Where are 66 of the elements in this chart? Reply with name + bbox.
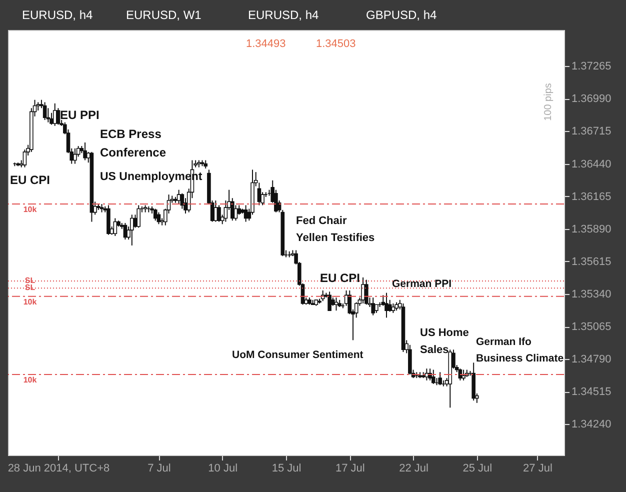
candlestick (384, 292, 388, 318)
y-tick-label: 1.36165 (572, 190, 612, 203)
candlestick (50, 112, 54, 126)
candlestick (391, 302, 396, 314)
y-tick-label: 1.35890 (572, 223, 612, 236)
candlestick (56, 108, 60, 126)
x-tick-label: 17 Jul (335, 462, 365, 474)
y-tick-label: 1.34790 (572, 354, 612, 366)
candlestick (431, 369, 436, 384)
annotation: UoM Consumer Sentiment (232, 349, 364, 361)
ref-line-label: 10k (23, 376, 38, 384)
candlestick (153, 208, 158, 222)
annotation: 1.34503 (316, 38, 356, 50)
candlestick (244, 204, 248, 222)
candlestick (176, 189, 181, 205)
x-tick-label: 22 Jul (399, 462, 428, 474)
ref-line-label: SL (24, 283, 36, 292)
annotation: EU CPI (320, 271, 360, 285)
annotation: EU PPI (60, 108, 100, 122)
x-tick-label: 27 Jul (523, 462, 552, 474)
candlestick (217, 204, 221, 222)
annotation: German PPI (392, 278, 452, 290)
candlestick (73, 148, 77, 164)
y-tick-label: 1.35065 (572, 321, 612, 334)
y-tick-label: 1.36715 (572, 126, 612, 138)
x-tick-label: 7 Jul (148, 462, 171, 474)
text: GBPUSD, h4 (366, 8, 438, 22)
x-tick-label: 15 Jul (272, 462, 302, 474)
x-tick-label: 10 Jul (208, 462, 238, 474)
annotation: 100 pips (543, 83, 554, 121)
candlestick (388, 299, 392, 312)
y-tick-label: 1.36990 (572, 93, 612, 106)
candlestick (52, 102, 57, 126)
annotation: German Ifo Business Climate (476, 336, 564, 364)
annotation: 1.34493 (246, 38, 286, 50)
candlestick (438, 372, 442, 386)
y-tick-label: 1.36440 (572, 158, 612, 170)
y-tick-label: 1.35340 (572, 288, 612, 300)
annotation: Fed Chair Yellen Testifies (296, 215, 375, 244)
candlestick (408, 344, 412, 375)
x-tick-label: 28 Jun 2014, UTC+8 (8, 462, 110, 474)
y-tick-label: 1.34515 (572, 386, 612, 398)
candlestick (371, 297, 375, 316)
candlestick (364, 279, 368, 306)
text: EURUSD, h4 (22, 8, 94, 22)
text: EURUSD, h4 (248, 8, 320, 22)
candlestick (42, 102, 47, 120)
annotation: EU CPI (10, 173, 50, 187)
candlestick (136, 204, 141, 228)
annotation: ECB Press Conference (100, 127, 166, 160)
candlestick (328, 291, 332, 312)
candlestick (462, 369, 466, 381)
ref-line-label: SL (24, 276, 36, 285)
y-tick-label: 1.37265 (572, 60, 612, 73)
ref-line-label: 10k (23, 205, 38, 214)
candlestick (22, 149, 27, 168)
x-tick-label: 25 Jul (462, 462, 492, 474)
annotation: US Home Sales (420, 327, 469, 356)
y-tick-label: 1.35615 (572, 256, 612, 268)
ref-line-label: 10k (23, 297, 38, 306)
candlestick (237, 204, 242, 216)
text: EURUSD, W1 (126, 8, 202, 22)
candlestick (130, 214, 134, 246)
candlestick (361, 276, 365, 304)
y-tick-label: 1.34240 (572, 418, 612, 431)
candlestick (83, 142, 87, 161)
